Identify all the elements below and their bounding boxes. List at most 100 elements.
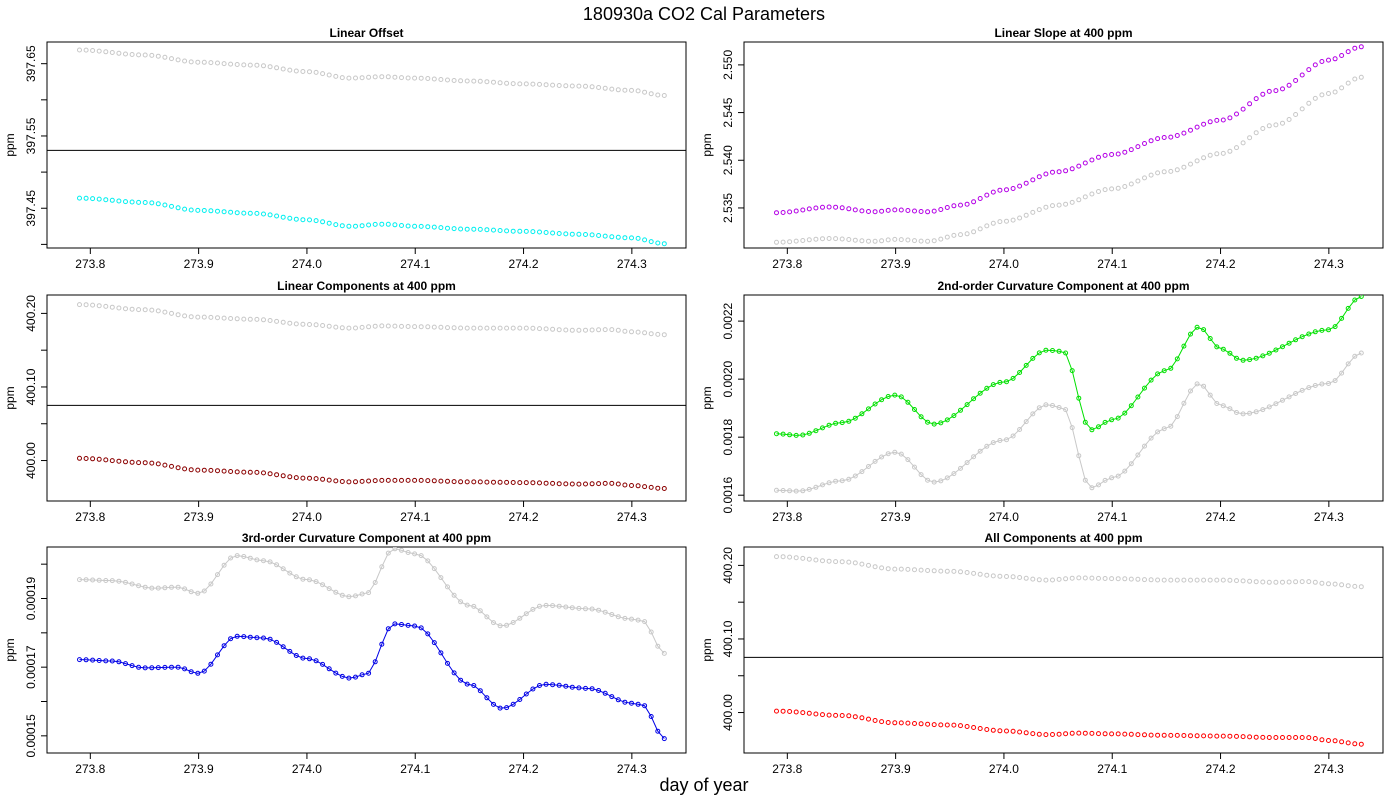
data-point xyxy=(583,685,588,691)
data-point xyxy=(866,464,871,469)
data-point xyxy=(780,554,786,560)
data-point xyxy=(1076,395,1082,401)
data-point xyxy=(833,204,839,210)
data-point xyxy=(1135,144,1141,150)
data-point xyxy=(484,695,490,701)
data-point xyxy=(958,232,963,238)
data-point xyxy=(188,314,194,320)
data-point xyxy=(274,213,280,219)
data-point xyxy=(379,323,385,329)
data-point xyxy=(353,593,358,599)
data-point xyxy=(1050,577,1055,583)
data-point xyxy=(169,584,174,590)
data-point xyxy=(951,232,957,238)
data-point xyxy=(642,237,648,243)
data-point xyxy=(813,428,819,434)
data-point xyxy=(1115,731,1121,737)
data-point xyxy=(635,483,641,489)
x-tick-label: 273.9 xyxy=(184,762,214,776)
data-point xyxy=(1043,577,1049,583)
data-point xyxy=(201,467,207,473)
data-point xyxy=(1227,115,1233,121)
data-point xyxy=(530,686,536,692)
data-point xyxy=(984,443,990,449)
data-point xyxy=(958,465,963,471)
data-point xyxy=(1036,174,1042,180)
data-point xyxy=(951,568,957,574)
data-point xyxy=(366,478,372,484)
data-point xyxy=(201,314,207,320)
data-point xyxy=(1273,401,1279,407)
data-point xyxy=(872,564,878,570)
data-point xyxy=(1234,578,1239,584)
data-point xyxy=(1188,161,1193,167)
data-point xyxy=(787,554,793,560)
series-1 xyxy=(77,195,667,247)
data-point xyxy=(833,478,839,484)
data-point xyxy=(1286,117,1292,122)
x-tick-label: 273.9 xyxy=(184,510,214,524)
data-point xyxy=(1358,350,1364,356)
data-point xyxy=(1017,427,1023,432)
data-point xyxy=(1010,574,1016,580)
data-point xyxy=(405,550,411,555)
data-point xyxy=(1286,82,1292,88)
data-point xyxy=(1076,575,1082,581)
data-point xyxy=(123,661,128,667)
data-point xyxy=(228,316,234,321)
data-point xyxy=(90,456,96,462)
data-point xyxy=(1326,581,1331,587)
data-point xyxy=(820,558,825,564)
data-point xyxy=(1148,138,1154,144)
data-point xyxy=(103,658,109,664)
data-point xyxy=(372,659,378,665)
data-point xyxy=(346,75,352,81)
data-point xyxy=(491,227,496,233)
data-point xyxy=(464,681,470,687)
data-point xyxy=(464,78,470,84)
data-point xyxy=(1247,101,1253,107)
data-point xyxy=(1220,150,1226,156)
panel-title: Linear Slope at 400 ppm xyxy=(994,26,1132,40)
data-point xyxy=(1135,178,1141,184)
data-point xyxy=(1188,331,1193,337)
data-point xyxy=(918,721,924,727)
data-point xyxy=(504,479,510,485)
data-point xyxy=(274,472,280,478)
data-point xyxy=(1168,423,1174,429)
data-point xyxy=(1135,452,1141,458)
data-point xyxy=(412,223,418,229)
data-point xyxy=(103,578,109,583)
data-point xyxy=(879,565,885,571)
data-point xyxy=(1201,733,1207,739)
data-point xyxy=(977,726,983,731)
data-point xyxy=(1063,407,1069,413)
data-point xyxy=(412,75,418,81)
data-point xyxy=(313,218,319,224)
data-point xyxy=(1017,729,1023,735)
data-point xyxy=(445,225,450,231)
data-point xyxy=(339,479,345,484)
data-point xyxy=(1312,62,1318,68)
data-point xyxy=(925,238,931,244)
data-point xyxy=(1148,172,1154,178)
data-point xyxy=(77,47,82,53)
data-point xyxy=(77,455,82,461)
data-point xyxy=(247,316,253,322)
y-tick-label: 0.0018 xyxy=(721,418,735,455)
data-point xyxy=(852,714,858,720)
data-point xyxy=(155,53,161,59)
data-point xyxy=(1010,375,1016,381)
data-point xyxy=(1312,736,1318,741)
data-point xyxy=(182,206,188,212)
data-point xyxy=(609,327,615,333)
data-point xyxy=(780,488,786,493)
data-point xyxy=(1109,475,1115,481)
data-point xyxy=(635,617,641,623)
y-tick-label: 2.535 xyxy=(721,193,735,223)
data-point xyxy=(1345,740,1351,746)
data-point xyxy=(1056,169,1062,175)
data-point xyxy=(201,208,207,213)
data-point xyxy=(1102,576,1108,581)
